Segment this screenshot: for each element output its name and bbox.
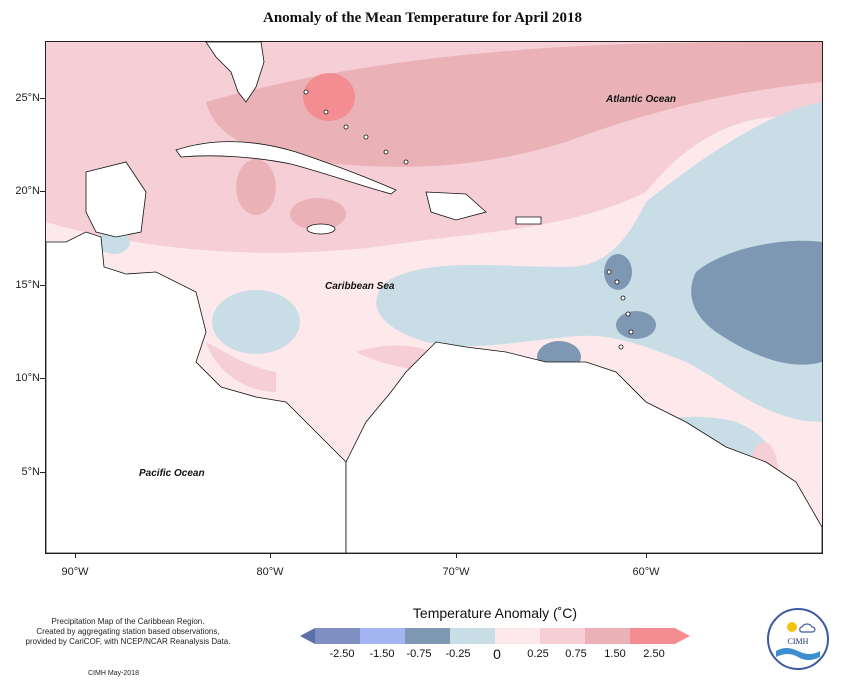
caribbean-sea-label: Caribbean Sea [325, 281, 395, 292]
logo-text: CIMH [788, 637, 809, 646]
legend-tick: 2.50 [643, 648, 665, 660]
lon-tick-mark [75, 553, 76, 558]
lon-tick-70: 70°W [442, 566, 470, 578]
lat-tick-mark [40, 191, 45, 192]
lat-tick-10: 10°N [15, 372, 40, 384]
legend-swatch [675, 628, 690, 644]
lat-tick-mark [40, 378, 45, 379]
legend-tick: -0.25 [445, 648, 471, 660]
lon-tick-mark [270, 553, 271, 558]
atlantic-ocean-label: Atlantic Ocean [606, 94, 677, 105]
legend-swatch [300, 628, 315, 644]
credit-line: Precipitation Map of the Caribbean Regio… [51, 617, 205, 626]
legend-swatch [405, 628, 450, 644]
legend-tick: 1.50 [604, 648, 626, 660]
lon-tick-90: 90°W [61, 566, 89, 578]
lon-tick-mark [646, 553, 647, 558]
legend-tick: 0.25 [527, 648, 549, 660]
legend-swatch [495, 628, 540, 644]
cimh-logo: CIMH [767, 608, 829, 670]
legend-tick: -1.50 [369, 648, 395, 660]
credit-line: provided by CariCOF, with NCEP/NCAR Rean… [25, 637, 231, 646]
lon-tick-mark [456, 553, 457, 558]
legend-tick: -0.75 [406, 648, 432, 660]
lon-tick-80: 80°W [256, 566, 284, 578]
legend-tick: -2.50 [329, 648, 355, 660]
legend-title: Temperature Anomaly (˚C) [412, 605, 578, 621]
credit-date: CIMH May-2018 [88, 670, 139, 677]
legend-swatch [630, 628, 675, 644]
lat-tick-mark [40, 472, 45, 473]
lat-tick-20: 20°N [15, 185, 40, 197]
lat-tick-5: 5°N [21, 466, 40, 478]
land-masses [46, 42, 822, 553]
temperature-anomaly-map: Atlantic Ocean Caribbean Sea Pacific Oce… [45, 41, 823, 554]
legend-swatch [540, 628, 585, 644]
lat-tick-15: 15°N [15, 279, 40, 291]
legend-tick: 0 [493, 646, 501, 662]
pacific-ocean-label: Pacific Ocean [139, 468, 205, 479]
legend-colorbar [300, 628, 690, 644]
legend-swatch [450, 628, 495, 644]
legend-tick: 0.75 [565, 648, 587, 660]
lat-tick-mark [40, 285, 45, 286]
lat-tick-25: 25°N [15, 92, 40, 104]
credit-line: Created by aggregating station based obs… [36, 627, 220, 636]
legend-swatch [360, 628, 405, 644]
credit-text: Precipitation Map of the Caribbean Regio… [8, 617, 248, 647]
map-title: Anomaly of the Mean Temperature for Apri… [262, 10, 582, 26]
lat-tick-mark [40, 98, 45, 99]
legend-swatch [585, 628, 630, 644]
legend-swatch [315, 628, 360, 644]
lon-tick-60: 60°W [632, 566, 660, 578]
